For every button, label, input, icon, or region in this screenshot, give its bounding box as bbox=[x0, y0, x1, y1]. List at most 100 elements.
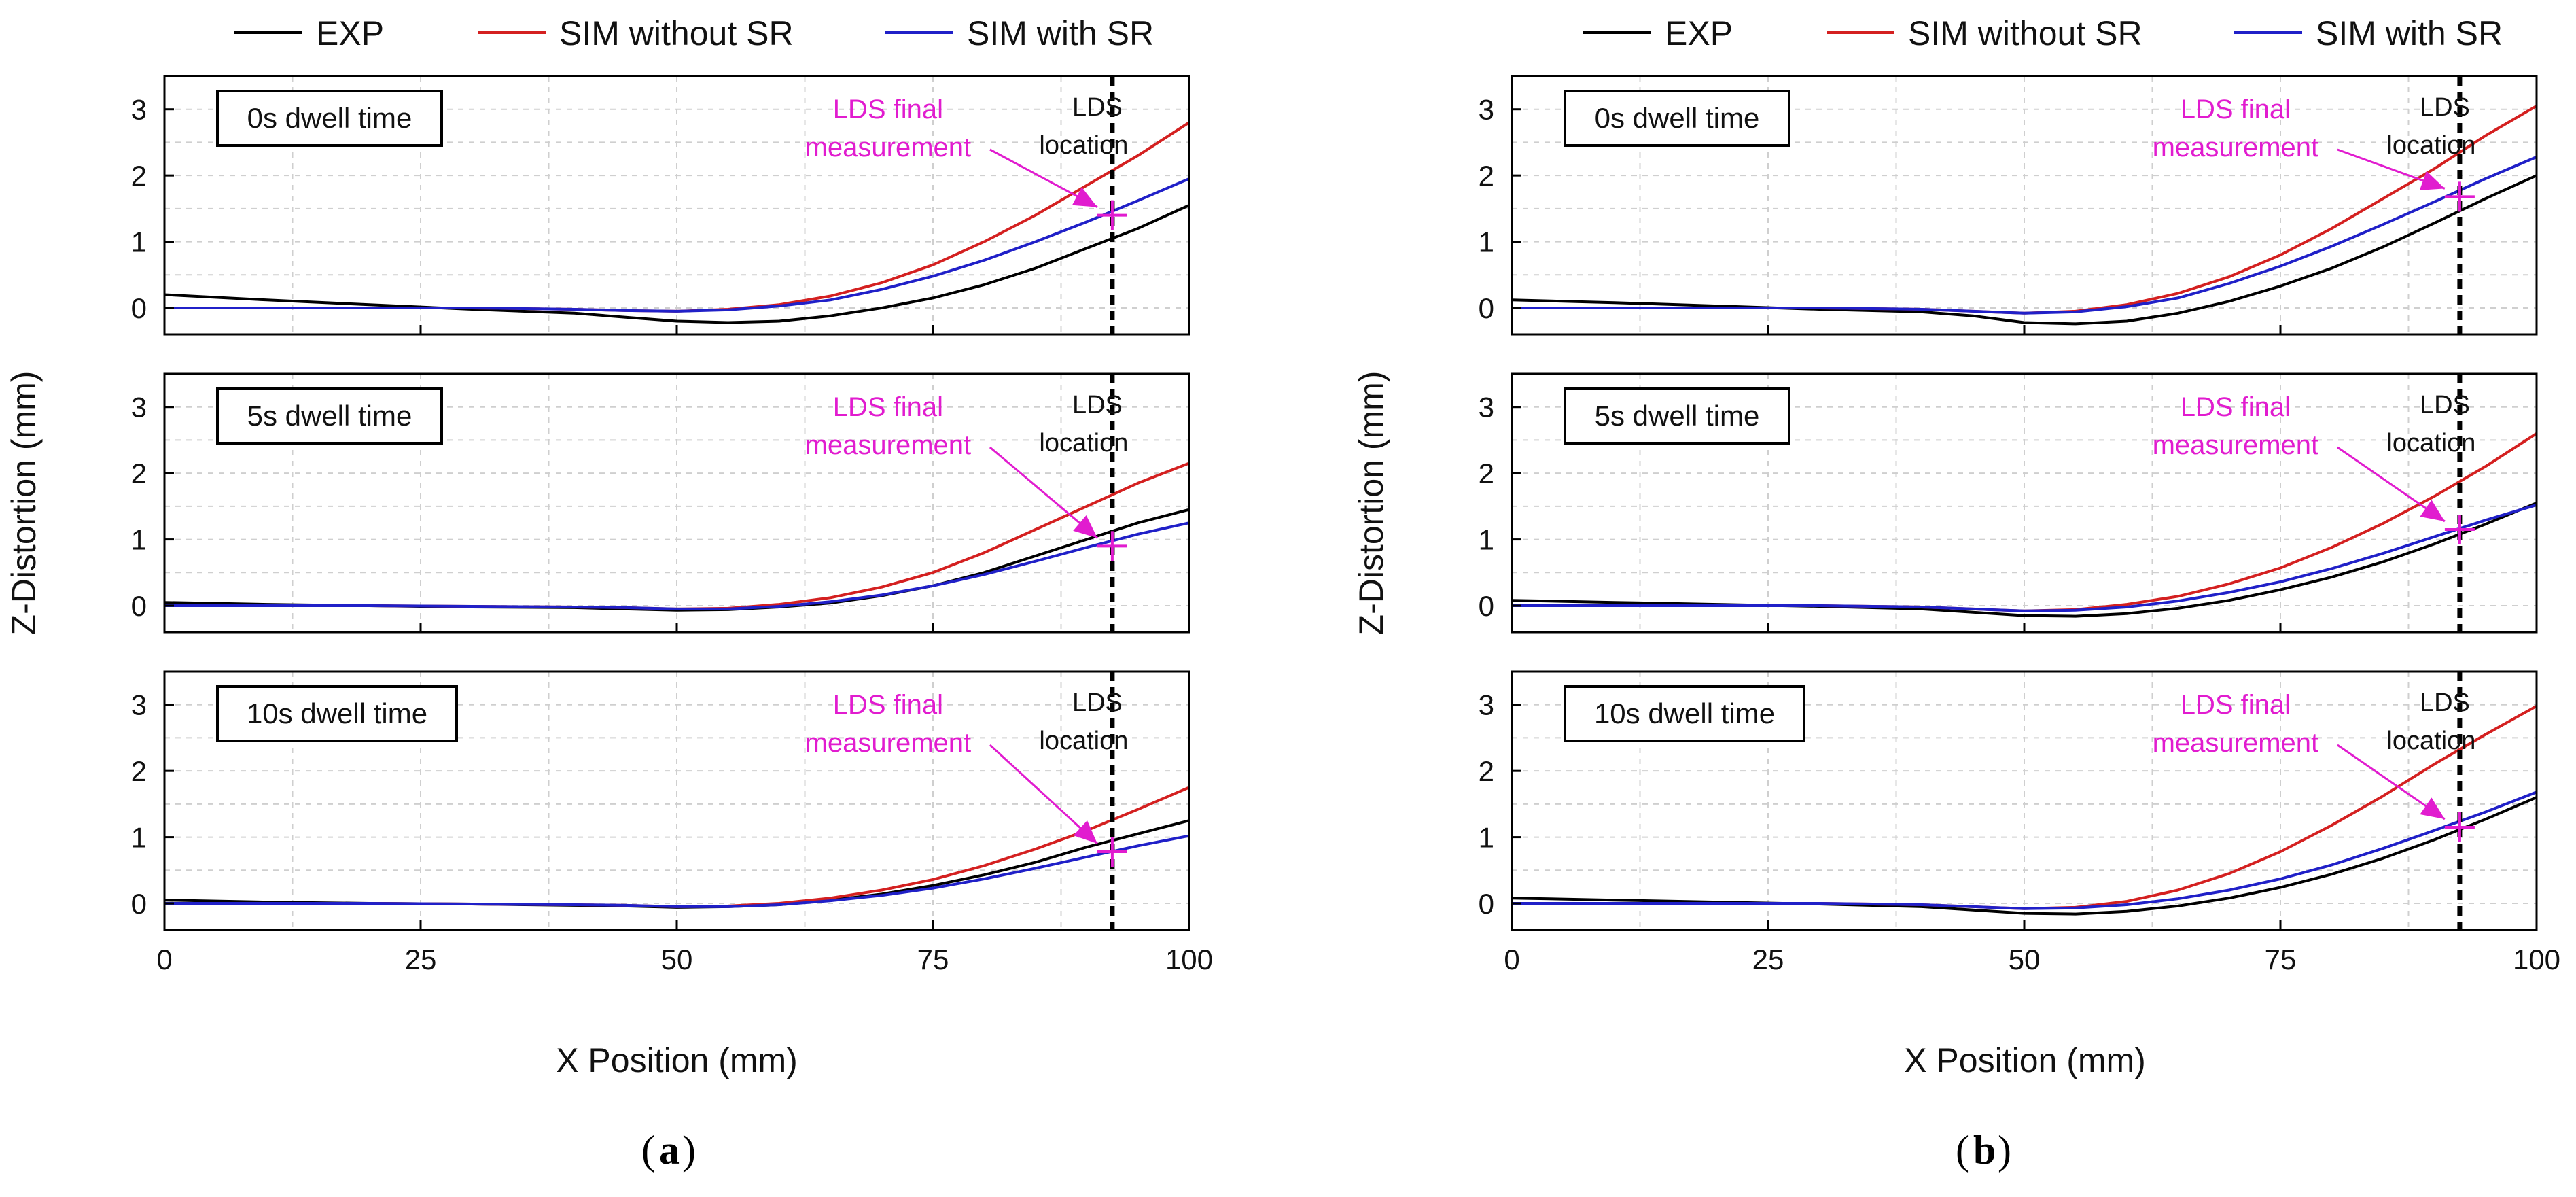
panel-b-row1-ytick-label: 1 bbox=[1479, 524, 1494, 556]
panel-b-row2-xtick-label: 75 bbox=[2265, 943, 2297, 975]
panel-a-row0-series-sim-with-sr bbox=[164, 177, 1189, 313]
panel-b-row1-arrow-head bbox=[2420, 500, 2445, 521]
panel-a-row0-lds-final-label: LDS final bbox=[833, 94, 943, 124]
panel-b-row1-plot: 0 1 2 3 5s dwell time LDS location LDS final mea… bbox=[1479, 372, 2538, 634]
legend-label-a-1: SIM without SR bbox=[559, 14, 794, 52]
panel-b-row2-series-sim-with-sr bbox=[1512, 791, 2537, 910]
panel-a-row2-lds-final-label: LDS final bbox=[833, 690, 943, 720]
panel-b-row1-ytick-label: 3 bbox=[1479, 392, 1494, 423]
panel-b-row1-lds-final-label: LDS final bbox=[2181, 392, 2291, 422]
panel-a-row0-arrow-head bbox=[1072, 187, 1097, 207]
panel-a-row2-xtick-label: 25 bbox=[405, 943, 437, 975]
panel-a-row1-lds-final-label-2: measurement bbox=[805, 430, 972, 460]
panel-a-row2-xtick-label: 50 bbox=[661, 943, 693, 975]
panel-b-row0-lds-final-label-2: measurement bbox=[2153, 133, 2319, 162]
panel-b-row1-ytick-label: 0 bbox=[1479, 590, 1494, 622]
x-axis-label-a: X Position (mm) bbox=[556, 1041, 798, 1079]
panel-b-row0-ytick-label: 1 bbox=[1479, 226, 1494, 258]
panel-b-row0-title-box bbox=[1564, 90, 1790, 147]
panel-a-row2-title: 10s dwell time bbox=[247, 697, 427, 729]
panel-b-row0-title: 0s dwell time bbox=[1595, 102, 1760, 134]
panel-b-row0-lds-location-label: LDS bbox=[2420, 93, 2470, 122]
panel-a-row1-plot: 0 1 2 3 5s dwell time LDS location LDS final mea… bbox=[131, 372, 1190, 634]
panel-b-row2-title-box bbox=[1564, 685, 1805, 742]
panel-b-row1-lds-location-label: LDS bbox=[2420, 391, 2470, 419]
panel-b-row2-ytick-label: 3 bbox=[1479, 689, 1494, 721]
x-axis-label-b: X Position (mm) bbox=[1904, 1041, 2146, 1079]
panel-label-a: ( a ) bbox=[641, 1128, 696, 1173]
panel-a-row2-ytick-label: 0 bbox=[131, 888, 147, 920]
panel-a-row2-ytick-label: 2 bbox=[131, 755, 147, 787]
panel-a-row1-ytick-label: 1 bbox=[131, 524, 147, 556]
panel-a-row2-title-box bbox=[216, 685, 458, 742]
panel-a-row2-ytick-label: 1 bbox=[131, 822, 147, 854]
panel-a-row2-xtick-label: 100 bbox=[1165, 943, 1213, 975]
panel-b-row2-lds-location-label-2: location bbox=[2386, 727, 2475, 755]
panel-b-row0-lds-final-label: LDS final bbox=[2181, 94, 2291, 124]
legend-label-b-0: EXP bbox=[1665, 14, 1733, 52]
panel-b-row0-lds-location-label-2: location bbox=[2386, 131, 2475, 160]
panel-a-row2-lds-final-label-2: measurement bbox=[805, 728, 972, 758]
panel-a-row1-ytick-label: 3 bbox=[131, 392, 147, 423]
panel-b-row2-plot: 0 1 2 3 0 25 50 75 100 10s dwell time LDS location L… bbox=[1479, 670, 2560, 975]
panel-a-row1-arrow-line bbox=[989, 446, 1098, 539]
panel-b-row2-xtick-label: 25 bbox=[1752, 943, 1784, 975]
panel-b-row0-ytick-label: 3 bbox=[1479, 94, 1494, 126]
panel-a-row1-ytick-label: 2 bbox=[131, 457, 147, 489]
panel-b-row0-ytick-label: 0 bbox=[1479, 292, 1494, 324]
panel-a-row2-plot: 0 1 2 3 0 25 50 75 100 10s dwell time LDS location L… bbox=[131, 670, 1213, 975]
panel-a-row1-ytick-label: 0 bbox=[131, 590, 147, 622]
plots: 0 1 2 3 0s dwell time LDS location LDS final mea… bbox=[131, 75, 2560, 975]
legend-panel-a: EXP SIM without SR SIM with SR bbox=[234, 14, 1154, 52]
y-axis-label-b: Z-Distortion (mm) bbox=[1352, 371, 1390, 636]
panel-a-row0-title-box bbox=[216, 90, 443, 147]
panel-b-row2-xtick-label: 100 bbox=[2513, 943, 2560, 975]
svg-text:(: ( bbox=[641, 1128, 655, 1173]
svg-text:): ) bbox=[682, 1128, 696, 1173]
svg-text:): ) bbox=[1998, 1128, 2011, 1173]
panel-a-row2-xtick-label: 0 bbox=[156, 943, 172, 975]
panel-b-row2-title: 10s dwell time bbox=[1594, 697, 1775, 729]
panel-a-row1-lds-final-label: LDS final bbox=[833, 392, 943, 422]
panel-a-row1-lds-location-label-2: location bbox=[1039, 429, 1128, 457]
panel-b-row0-ytick-label: 2 bbox=[1479, 160, 1494, 192]
panel-b-row1-title: 5s dwell time bbox=[1595, 400, 1760, 432]
panel-b-row1-title-box bbox=[1564, 387, 1790, 445]
panel-b-row1-lds-location-label-2: location bbox=[2386, 429, 2475, 457]
panel-b-row2-xtick-label: 50 bbox=[2009, 943, 2041, 975]
panel-a-row0-title: 0s dwell time bbox=[247, 102, 412, 134]
panel-b-row1-series-sim-with-sr bbox=[1512, 503, 2537, 612]
y-axis-label-a: Z-Distortion (mm) bbox=[5, 371, 43, 636]
panel-a-row2-lds-location-label: LDS bbox=[1072, 689, 1123, 717]
panel-a-row2-series-sim-with-sr bbox=[164, 834, 1189, 908]
panel-a-row0-ytick-label: 2 bbox=[131, 160, 147, 192]
svg-text:(: ( bbox=[1956, 1128, 1969, 1173]
panel-label-b: ( b ) bbox=[1956, 1128, 2011, 1173]
legend-label-b-1: SIM without SR bbox=[1908, 14, 2142, 52]
panel-b-row2-xtick-label: 0 bbox=[1504, 943, 1519, 975]
panel-a-row0-lds-location-label-2: location bbox=[1039, 131, 1128, 160]
panel-b-row2-ytick-label: 2 bbox=[1479, 755, 1494, 787]
panel-b-row1-ytick-label: 2 bbox=[1479, 457, 1494, 489]
panel-b-row2-lds-final-label-2: measurement bbox=[2153, 728, 2319, 758]
panel-b-row2-ytick-label: 0 bbox=[1479, 888, 1494, 920]
panel-a-row0-plot: 0 1 2 3 0s dwell time LDS location LDS final mea… bbox=[131, 75, 1190, 336]
panel-label-a-letter: a bbox=[659, 1128, 680, 1173]
panel-label-b-letter: b bbox=[1973, 1128, 1996, 1173]
legend-panel-b: EXP SIM without SR SIM with SR bbox=[1583, 14, 2503, 52]
panel-a-row2-ytick-label: 3 bbox=[131, 689, 147, 721]
legend-label-a-2: SIM with SR bbox=[967, 14, 1154, 52]
panel-b-row2-lds-location-label: LDS bbox=[2420, 689, 2470, 717]
panel-b-row0-series-sim-with-sr bbox=[1512, 156, 2537, 315]
legend-label-b-2: SIM with SR bbox=[2316, 14, 2503, 52]
panel-a-row0-lds-location-label: LDS bbox=[1072, 93, 1123, 122]
panel-b-row2-arrow-head bbox=[2420, 797, 2445, 819]
panel-b-row1-lds-final-label-2: measurement bbox=[2153, 430, 2319, 460]
legend-label-a-0: EXP bbox=[316, 14, 384, 52]
panel-a-row2-lds-location-label-2: location bbox=[1039, 727, 1128, 755]
panel-a-row1-series-sim-with-sr bbox=[164, 521, 1189, 610]
panel-a-row1-lds-location-label: LDS bbox=[1072, 391, 1123, 419]
panel-a-row1-title-box bbox=[216, 387, 443, 445]
panel-a-row2-arrow-line bbox=[989, 744, 1098, 845]
